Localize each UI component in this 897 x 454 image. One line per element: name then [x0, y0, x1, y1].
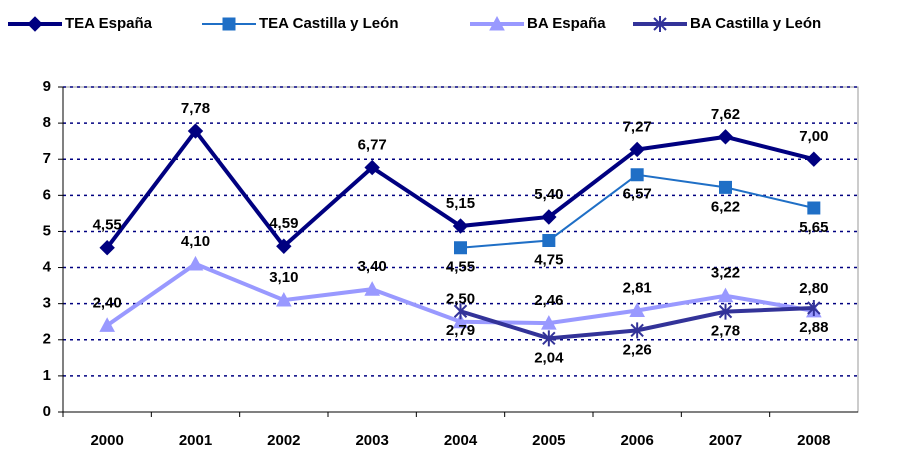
marker	[630, 168, 644, 182]
data-label: 5,65	[799, 219, 828, 236]
marker	[630, 322, 644, 339]
marker	[629, 141, 645, 158]
x-tick-label: 2002	[267, 432, 300, 449]
data-label: 6,22	[711, 198, 740, 215]
data-label: 4,10	[181, 233, 210, 250]
marker	[718, 303, 733, 320]
marker	[719, 180, 732, 194]
marker	[807, 300, 821, 316]
data-label: 4,55	[93, 217, 122, 234]
y-tick-label: 8	[43, 114, 51, 131]
data-label: 2,40	[93, 294, 122, 311]
x-tick-label: 2000	[90, 432, 123, 449]
data-label: 2,81	[623, 279, 652, 296]
data-label: 2,26	[623, 341, 652, 358]
data-label: 3,10	[269, 269, 298, 286]
marker	[542, 233, 556, 247]
marker	[364, 159, 380, 176]
marker	[542, 330, 556, 347]
y-tick-label: 0	[43, 403, 51, 420]
marker	[629, 302, 646, 318]
marker	[453, 303, 468, 320]
data-label: 2,80	[799, 280, 828, 297]
marker	[807, 201, 821, 215]
marker	[276, 238, 292, 254]
marker	[452, 218, 469, 234]
x-tick-label: 2006	[620, 432, 653, 449]
marker	[540, 315, 557, 330]
marker	[187, 255, 204, 271]
data-label: 4,55	[446, 259, 475, 276]
y-tick-label: 6	[43, 186, 51, 203]
data-label: 2,50	[446, 291, 475, 308]
legend-marker	[653, 16, 667, 32]
legend-label: TEA España	[65, 15, 153, 32]
data-label: 3,40	[358, 258, 387, 275]
marker	[275, 292, 292, 307]
data-label: 2,04	[534, 349, 564, 366]
legend-marker	[222, 17, 236, 31]
x-tick-label: 2005	[532, 432, 565, 449]
data-label: 5,15	[446, 195, 475, 212]
y-tick-label: 3	[43, 295, 51, 312]
marker	[541, 209, 557, 225]
data-label: 7,00	[799, 128, 828, 145]
data-label: 5,40	[534, 186, 563, 203]
marker	[717, 287, 734, 303]
data-label: 6,77	[358, 136, 387, 153]
marker	[187, 123, 204, 139]
y-tick-label: 4	[43, 259, 52, 276]
x-tick-label: 2007	[709, 432, 742, 449]
y-tick-label: 5	[43, 222, 51, 239]
data-label: 2,79	[446, 322, 475, 339]
x-tick-label: 2001	[179, 432, 212, 449]
legend-label: TEA Castilla y León	[259, 15, 398, 32]
data-label: 7,78	[181, 100, 210, 117]
data-label: 4,75	[534, 251, 563, 268]
legend-label: BA España	[527, 15, 606, 32]
data-label: 2,88	[799, 319, 828, 336]
marker	[364, 281, 381, 296]
y-tick-label: 7	[43, 150, 51, 167]
data-label: 7,62	[711, 106, 740, 123]
marker	[717, 129, 734, 145]
marker	[99, 317, 116, 332]
legend-label: BA Castilla y León	[690, 15, 821, 32]
y-tick-label: 1	[43, 367, 51, 384]
marker	[452, 313, 469, 329]
data-label: 3,22	[711, 265, 740, 282]
y-tick-label: 9	[43, 78, 51, 95]
marker	[99, 239, 115, 256]
x-tick-label: 2004	[444, 432, 478, 449]
data-label: 6,57	[623, 186, 652, 203]
data-label: 2,46	[534, 292, 563, 309]
legend-marker	[27, 16, 43, 32]
data-label: 4,59	[269, 215, 298, 232]
marker	[806, 151, 822, 167]
legend-marker	[489, 15, 505, 31]
x-tick-label: 2008	[797, 432, 830, 449]
y-tick-label: 2	[43, 331, 51, 348]
data-label: 2,78	[711, 323, 740, 340]
x-tick-label: 2003	[355, 432, 388, 449]
data-label: 7,27	[623, 118, 652, 135]
marker	[454, 241, 467, 255]
